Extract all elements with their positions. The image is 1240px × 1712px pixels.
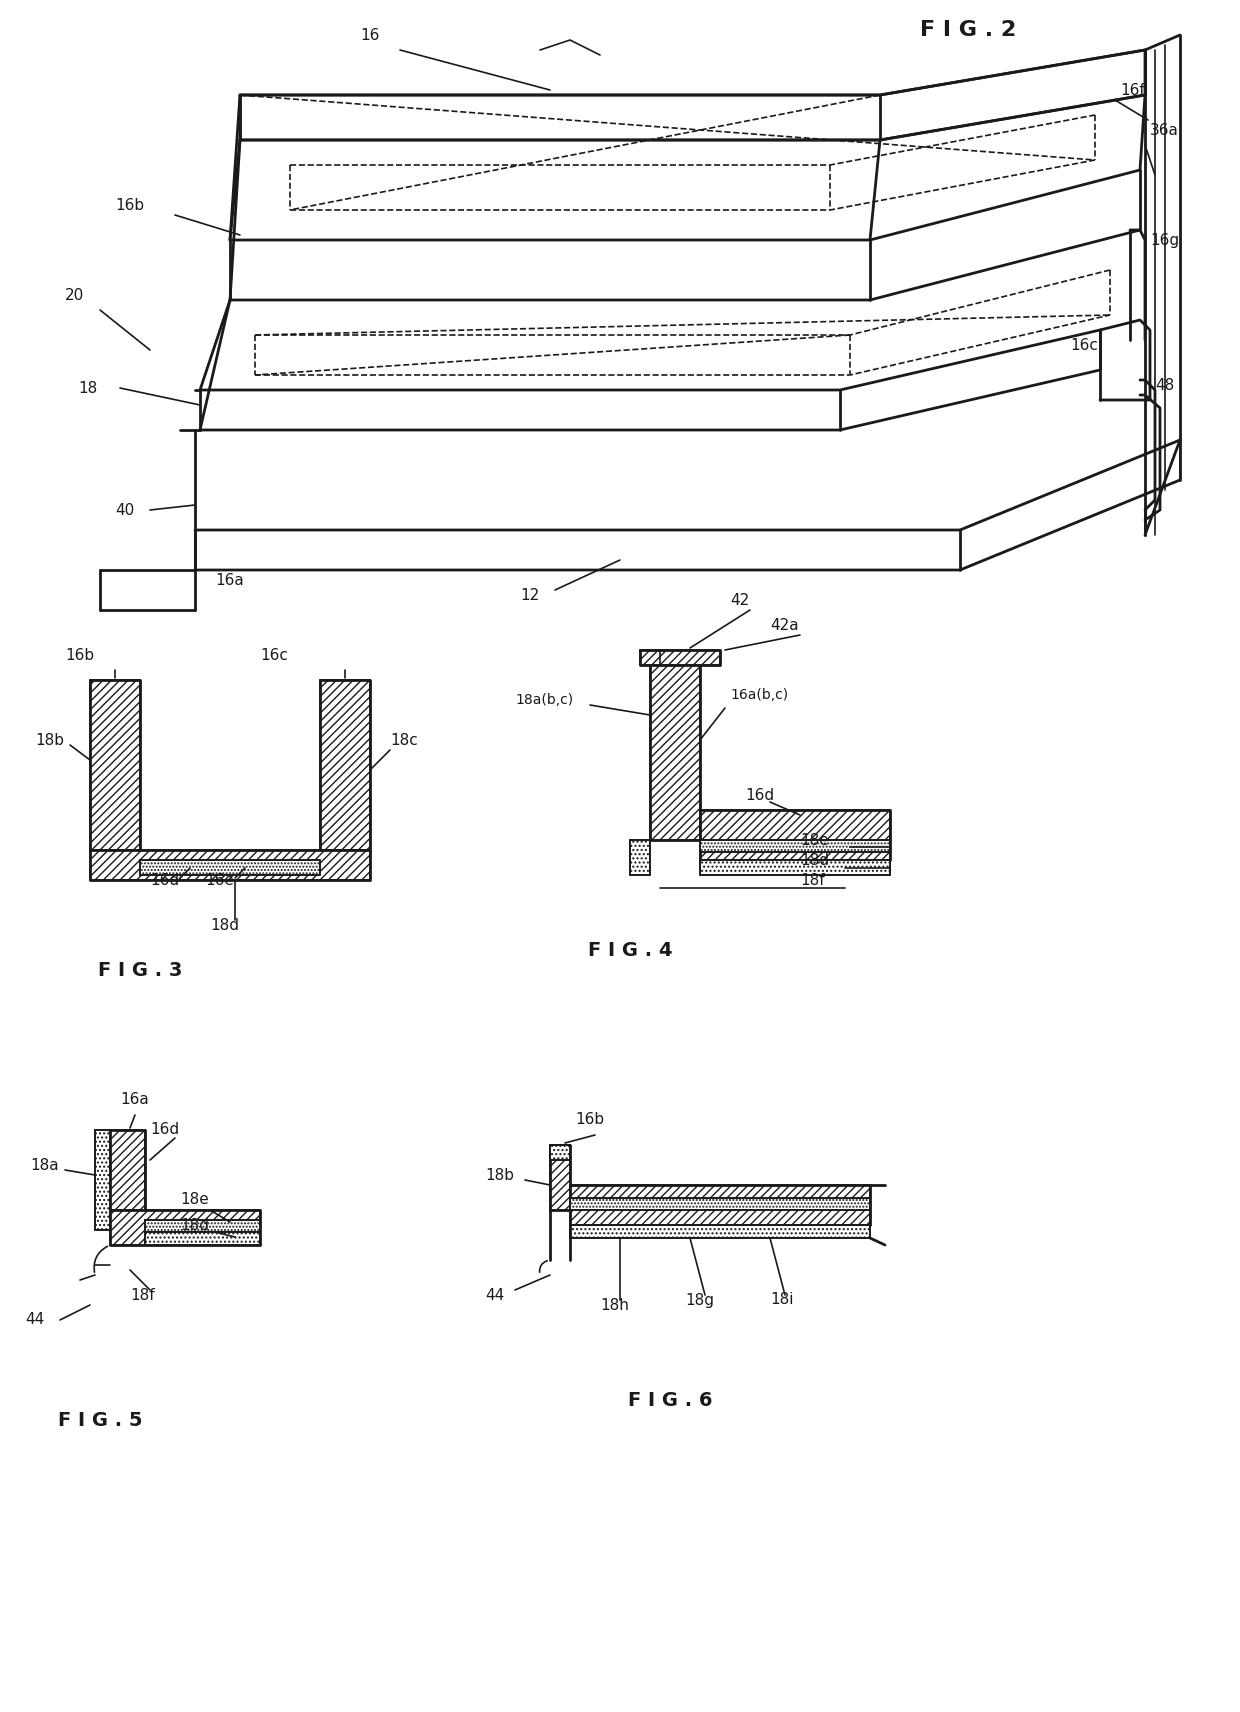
Text: 16f: 16f [1120,82,1145,98]
Text: F I G . 4: F I G . 4 [588,940,672,959]
Text: 18a: 18a [30,1157,58,1173]
Text: 18d: 18d [180,1217,210,1233]
Text: 18e: 18e [800,832,828,847]
Polygon shape [640,651,720,664]
Polygon shape [551,1145,570,1210]
Polygon shape [95,1130,110,1229]
Text: 16a(b,c): 16a(b,c) [730,688,789,702]
Text: 16e: 16e [205,873,234,887]
Text: 16b: 16b [115,197,144,212]
Text: 48: 48 [1154,378,1174,392]
Text: 18c: 18c [391,733,418,748]
Text: 12: 12 [520,587,539,603]
Text: 40: 40 [115,503,134,517]
Text: 18d: 18d [210,918,239,933]
Polygon shape [140,859,320,875]
Polygon shape [630,841,650,875]
Text: 18f: 18f [800,873,825,887]
Text: 18b: 18b [35,733,64,748]
Polygon shape [110,1210,260,1245]
Text: 18: 18 [78,380,97,395]
Text: 44: 44 [485,1287,505,1303]
Polygon shape [570,1185,870,1226]
Polygon shape [110,1130,145,1229]
Polygon shape [195,440,1180,570]
Polygon shape [145,1233,260,1245]
Text: 16d: 16d [150,1123,179,1137]
Text: 18f: 18f [130,1287,155,1303]
Text: F I G . 6: F I G . 6 [627,1390,712,1409]
Text: 18b: 18b [485,1168,515,1183]
Text: 16b: 16b [575,1113,604,1128]
Text: F I G . 3: F I G . 3 [98,960,182,979]
Text: F I G . 2: F I G . 2 [920,21,1017,39]
Polygon shape [145,1221,260,1233]
Text: 20: 20 [64,288,84,303]
Polygon shape [701,859,890,875]
Text: 44: 44 [25,1313,45,1327]
Polygon shape [570,1198,870,1210]
Text: 18g: 18g [684,1293,714,1308]
Text: 16b: 16b [64,647,94,663]
Text: 16g: 16g [1149,233,1179,248]
Text: 18e: 18e [180,1193,208,1207]
Text: 18a(b,c): 18a(b,c) [515,693,573,707]
Text: 16d: 16d [745,788,774,803]
Text: F I G . 5: F I G . 5 [58,1411,143,1430]
Text: 36a: 36a [1149,123,1179,137]
Text: 18d: 18d [800,853,830,868]
Text: 18h: 18h [600,1298,629,1313]
Polygon shape [91,680,140,849]
Text: 16c: 16c [260,647,288,663]
Polygon shape [701,841,890,853]
Text: 16a: 16a [120,1092,149,1108]
Polygon shape [91,849,370,880]
Text: 16a: 16a [215,572,244,587]
Polygon shape [650,661,701,841]
Text: 42a: 42a [770,618,799,632]
Text: 16: 16 [360,27,379,43]
Text: 16d: 16d [150,873,179,887]
Polygon shape [320,680,370,849]
Polygon shape [701,810,890,859]
Text: 16c: 16c [1070,337,1097,353]
Text: 42: 42 [730,592,749,608]
Polygon shape [551,1145,570,1161]
Text: 18i: 18i [770,1293,794,1308]
Polygon shape [570,1226,870,1238]
